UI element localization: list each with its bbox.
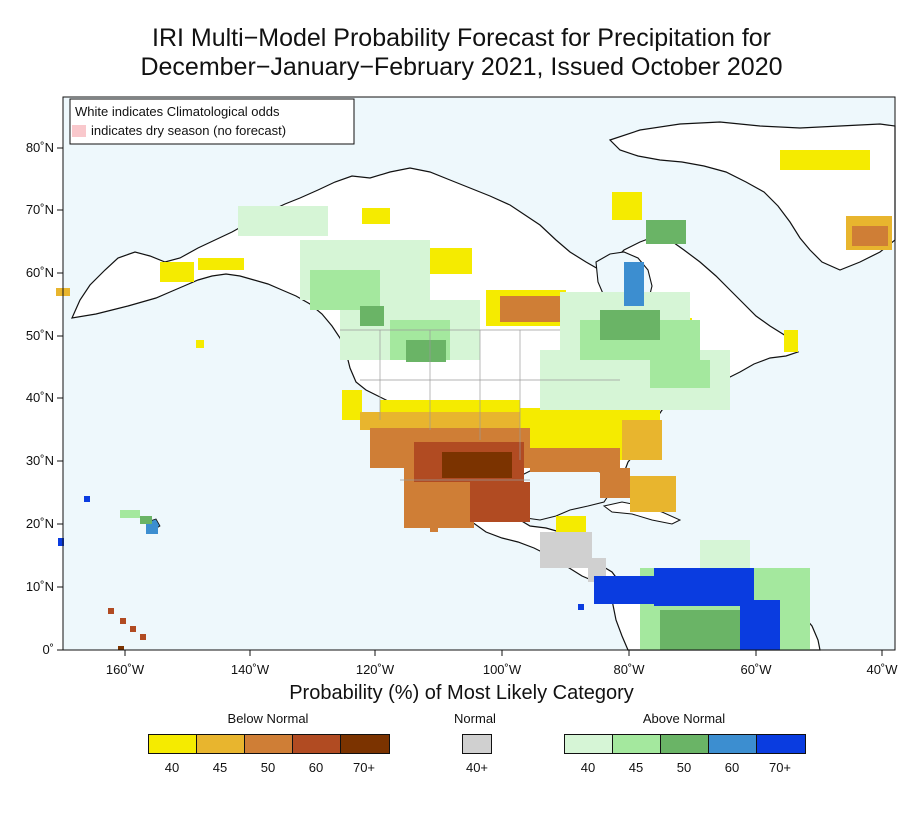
lat-label-20n: 20˚N [25, 516, 54, 531]
lon-label-120w: 120˚W [355, 662, 395, 677]
below-normal-swatch-60 [292, 734, 341, 754]
below-normal-swatch-45 [196, 734, 245, 754]
lon-label-100w: 100˚W [482, 662, 522, 677]
above-normal-swatch-40 [564, 734, 613, 754]
above-normal-level-70: 70+ [768, 760, 792, 775]
below-normal-level-45: 45 [212, 760, 228, 775]
above-normal-level-50: 50 [676, 760, 692, 775]
below-normal-swatch-40 [148, 734, 197, 754]
lat-label-50n: 50˚N [25, 328, 54, 343]
normal-level-40: 40+ [465, 760, 489, 775]
normal-label: Normal [454, 711, 496, 726]
lat-label-60n: 60˚N [25, 265, 54, 280]
above-normal-swatch-60 [708, 734, 757, 754]
axis-ticks [57, 147, 883, 656]
lon-label-40w: 40˚W [866, 662, 898, 677]
inset-legend-box [69, 98, 355, 145]
chart-title-line-2: December−January−February 2021, Issued O… [140, 53, 783, 81]
above-normal-level-45: 45 [628, 760, 644, 775]
normal-40-areas [540, 532, 606, 582]
above-normal-60-areas [146, 262, 644, 534]
legend-title: Probability (%) of Most Likely Category [289, 682, 634, 704]
above-normal-level-60: 60 [724, 760, 740, 775]
below-normal-level-50: 50 [260, 760, 276, 775]
below-normal-swatch-70 [340, 734, 390, 754]
political-borders [340, 329, 620, 481]
normal-swatch-40 [462, 734, 492, 754]
lat-label-0: 0˚ [42, 642, 54, 657]
lon-label-60w: 60˚W [740, 662, 772, 677]
lon-label-160w: 160˚W [105, 662, 145, 677]
inset-legend-line-2: indicates dry season (no forecast) [91, 123, 286, 138]
lat-label-40n: 40˚N [25, 390, 54, 405]
below-normal-level-60: 60 [308, 760, 324, 775]
above-normal-level-40: 40 [580, 760, 596, 775]
lat-label-30n: 30˚N [25, 453, 54, 468]
lon-label-140w: 140˚W [230, 662, 270, 677]
forecast-shading [56, 150, 892, 650]
lat-label-10n: 10˚N [25, 579, 54, 594]
below-normal-level-40: 40 [164, 760, 180, 775]
lon-label-80w: 80˚W [613, 662, 645, 677]
map-frame [62, 96, 896, 651]
below-normal-level-70: 70+ [352, 760, 376, 775]
above-normal-swatch-70 [756, 734, 806, 754]
above-normal-swatch-50 [660, 734, 709, 754]
below-normal-70-areas [118, 452, 512, 650]
below-normal-label: Below Normal [227, 711, 309, 726]
above-normal-70-areas [58, 496, 780, 650]
below-normal-swatch-50 [244, 734, 293, 754]
above-normal-swatch-45 [612, 734, 661, 754]
dry-season-swatch [72, 125, 86, 137]
above-normal-label: Above Normal [642, 711, 726, 726]
chart-title-line-1: IRI Multi−Model Probability Forecast for… [152, 24, 771, 52]
lat-label-80n: 80˚N [25, 140, 54, 155]
inset-legend-line-1: White indicates Climatological odds [75, 104, 280, 119]
lat-label-70n: 70˚N [25, 202, 54, 217]
